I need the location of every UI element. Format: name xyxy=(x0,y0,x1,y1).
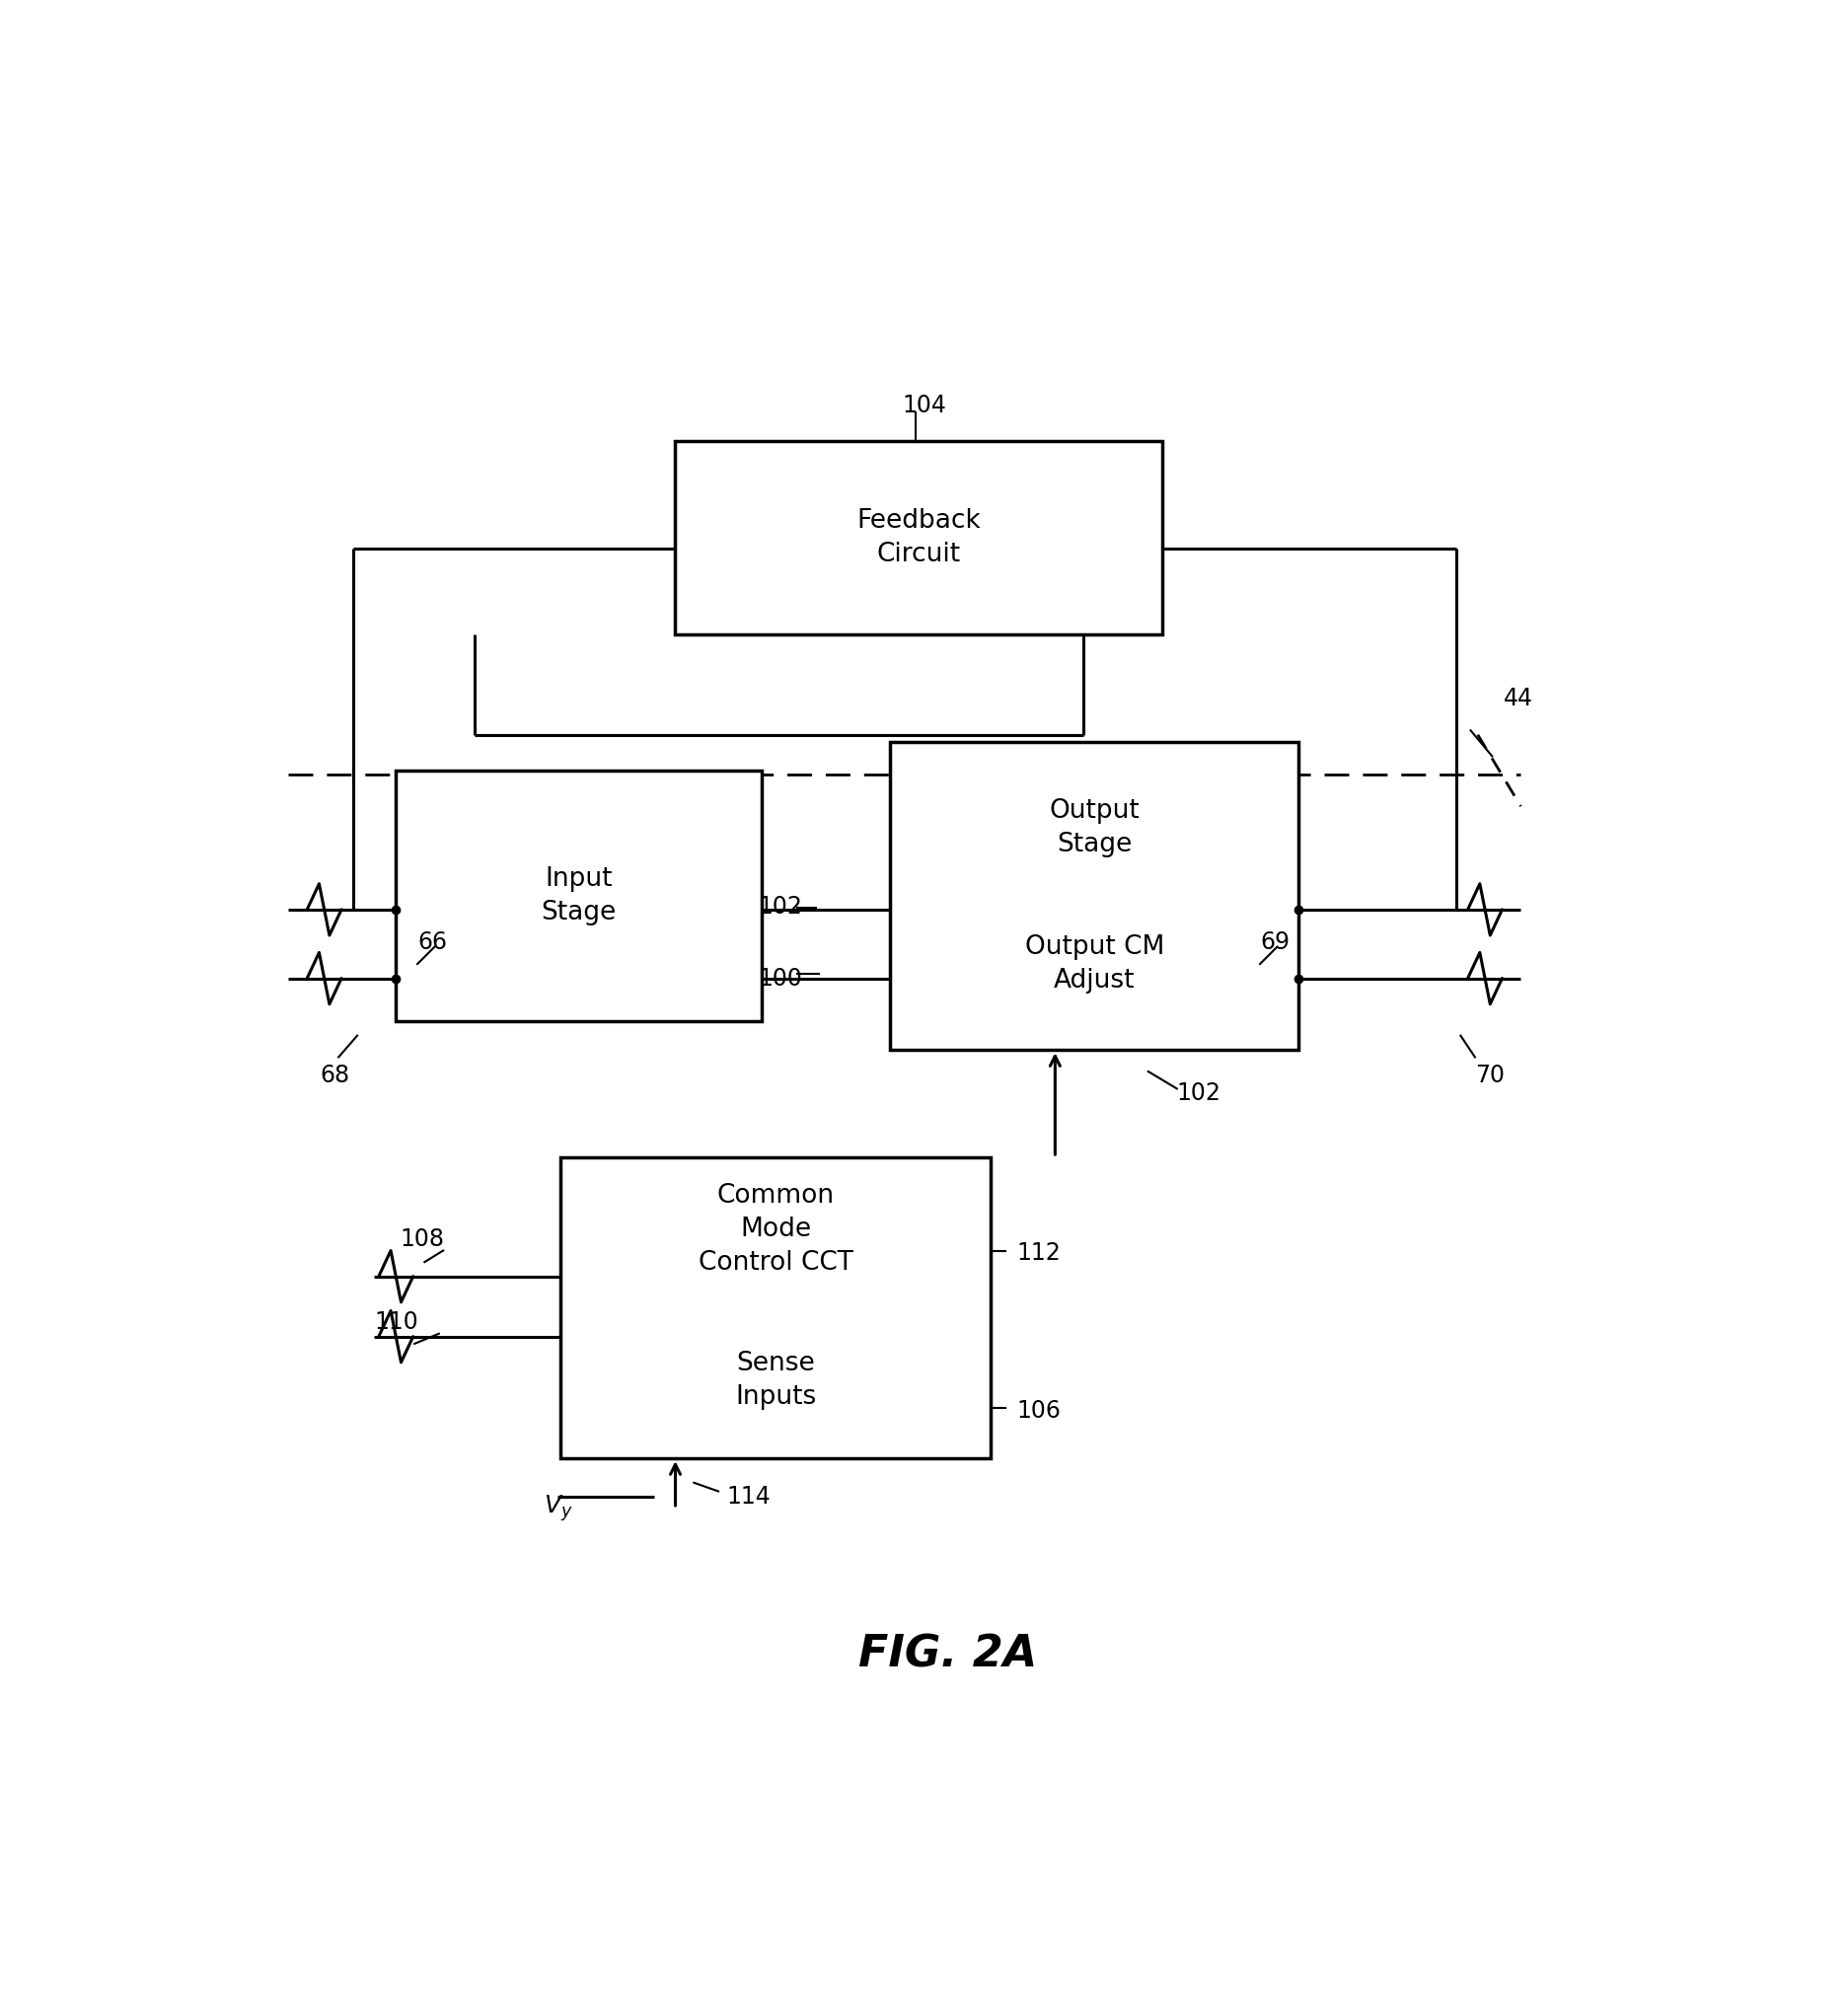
Text: Sense
Inputs: Sense Inputs xyxy=(736,1350,815,1410)
Bar xyxy=(560,1157,991,1458)
Text: 102: 102 xyxy=(758,895,802,919)
Text: Common
Mode
Control CCT: Common Mode Control CCT xyxy=(699,1182,852,1276)
Text: $V_y$: $V_y$ xyxy=(543,1494,573,1523)
Text: Input
Stage: Input Stage xyxy=(541,865,615,925)
Text: 110: 110 xyxy=(373,1310,418,1334)
Text: 114: 114 xyxy=(726,1486,771,1509)
Bar xyxy=(675,441,1162,634)
Text: 69: 69 xyxy=(1258,931,1288,955)
Text: 106: 106 xyxy=(1016,1400,1061,1424)
Text: 66: 66 xyxy=(418,931,447,955)
Text: Feedback
Circuit: Feedback Circuit xyxy=(856,508,981,566)
Text: 112: 112 xyxy=(1016,1242,1061,1266)
Text: Output CM
Adjust: Output CM Adjust xyxy=(1024,933,1164,993)
Text: 102: 102 xyxy=(1175,1081,1220,1105)
Text: 70: 70 xyxy=(1475,1065,1504,1087)
Text: 108: 108 xyxy=(399,1226,444,1250)
Bar xyxy=(891,742,1297,1051)
Text: 100: 100 xyxy=(758,967,802,991)
Text: 44: 44 xyxy=(1502,688,1532,710)
Text: 104: 104 xyxy=(902,393,946,417)
Text: 68: 68 xyxy=(320,1065,349,1087)
Bar xyxy=(395,770,761,1021)
Text: FIG. 2A: FIG. 2A xyxy=(857,1633,1037,1675)
Text: Output
Stage: Output Stage xyxy=(1048,798,1138,857)
